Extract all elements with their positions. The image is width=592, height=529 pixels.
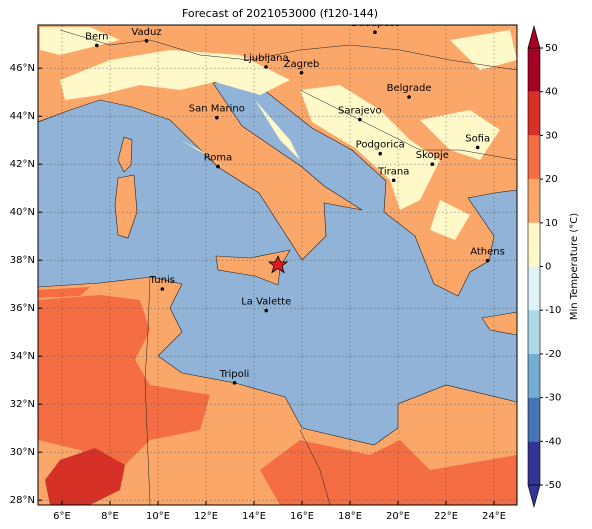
city-label: San Marino [189, 104, 245, 115]
y-tick-label: 42°N [10, 159, 35, 170]
colorbar: -50 -40 -30 -20 -10 0 10 20 30 40 50 Min Temperatur… [527, 24, 580, 509]
y-tick-label: 28°N [10, 495, 35, 506]
city-label: Tripoli [219, 369, 250, 380]
city-dot [358, 117, 362, 122]
colorbar-tick-label: 10 [545, 218, 558, 229]
map-title: Forecast of 2021053000 (f120-144) [182, 7, 378, 20]
city-dot [144, 39, 149, 43]
x-tick-label: 16°E [290, 511, 314, 522]
x-tick-label: 24°E [482, 511, 506, 522]
colorbar-tick-label: -10 [545, 305, 561, 316]
colorbar-segment [528, 397, 540, 442]
city-label: Tirana [377, 166, 409, 177]
event-star [267, 254, 289, 274]
city-dot [475, 145, 480, 150]
cool-area [40, 27, 517, 240]
colorbar-segment [528, 179, 540, 223]
x-tick-label: 20°E [386, 511, 410, 522]
y-tick-label: 40°N [10, 207, 35, 218]
colorbar-arrow-top [527, 24, 541, 49]
city-label: Podgorica [356, 140, 405, 151]
graticule [38, 25, 517, 505]
city-dot [95, 43, 99, 48]
colorbar-tick-label: 20 [545, 174, 558, 185]
city-dot [373, 30, 377, 34]
city-label: Athens [470, 247, 505, 258]
city-dot [430, 162, 435, 166]
colorbar-tick-label: 30 [545, 130, 558, 141]
colorbar-tick-label: -40 [545, 436, 561, 447]
x-tick-label: 8°E [101, 511, 119, 522]
colorbar-arrow-bottom [527, 484, 541, 509]
axes: 6°E 8°E 10°E 12°E 14°E 16°E 18°E 20°E 22°E 24°E 28… [10, 63, 506, 522]
y-tick-label: 30°N [10, 447, 35, 458]
city-label: Tunis [149, 275, 175, 286]
city-label: Belgrade [387, 83, 432, 94]
city-label: La Valette [241, 297, 291, 308]
x-tick-label: 6°E [53, 511, 71, 522]
colorbar-tick-label: -20 [545, 349, 561, 360]
colorbar-tick-label: 40 [545, 87, 558, 98]
colorbar-segment [528, 353, 540, 398]
city-dot [378, 151, 383, 156]
y-tick-label: 36°N [10, 303, 35, 314]
colorbar-segment [528, 48, 540, 92]
city-label: Bern [85, 31, 108, 42]
colorbar-tick-label: -50 [545, 480, 561, 491]
colorbar-label: Min Temperature (°C) [569, 213, 580, 320]
city-label: Ljubljana [243, 53, 288, 64]
x-tick-label: 12°E [194, 511, 218, 522]
hot-area [45, 448, 125, 505]
city-dot [485, 258, 490, 263]
city-dot [391, 178, 396, 183]
colorbar-tick-label: -30 [545, 393, 561, 404]
colorbar-segment [528, 135, 540, 180]
sicily [215, 249, 291, 286]
city-dot [264, 65, 268, 69]
city-dot [216, 164, 220, 169]
corsica [117, 136, 133, 173]
x-tick-label: 22°E [434, 511, 458, 522]
city-label: Sarajevo [338, 106, 382, 117]
turkey-coast [481, 311, 517, 336]
city-label: Zagreb [284, 59, 320, 70]
city-label: Roma [204, 153, 233, 164]
colorbar-segment [528, 222, 540, 267]
city-label: Vaduz [131, 27, 161, 38]
city-dot [299, 70, 304, 75]
map-frame [37, 24, 518, 506]
x-tick-label: 10°E [146, 511, 170, 522]
x-tick-label: 18°E [338, 511, 362, 522]
y-tick-label: 38°N [10, 255, 35, 266]
city-label: Budapest [351, 18, 398, 29]
y-tick-label: 32°N [10, 399, 35, 410]
city-dot [232, 381, 237, 385]
city-label: Skopje [416, 150, 449, 161]
colorbar-segment [528, 266, 540, 311]
colorbar-segment [528, 441, 540, 485]
sardinia [114, 174, 138, 239]
borders [59, 29, 517, 505]
colorbar-tick-label: 0 [545, 262, 551, 273]
colorbar-segment [528, 310, 540, 354]
y-tick-label: 46°N [10, 63, 35, 74]
y-tick-label: 44°N [10, 111, 35, 122]
y-tick-label: 34°N [10, 351, 35, 362]
city-dot [160, 287, 165, 291]
colorbar-tick-label: 50 [545, 43, 558, 54]
city-dot [407, 95, 411, 99]
city-dot [264, 308, 269, 313]
x-tick-label: 14°E [242, 511, 266, 522]
city-dot [215, 115, 219, 120]
city-label: Sofia [465, 133, 490, 144]
warm-area [38, 287, 517, 505]
colorbar-segment [528, 91, 540, 136]
